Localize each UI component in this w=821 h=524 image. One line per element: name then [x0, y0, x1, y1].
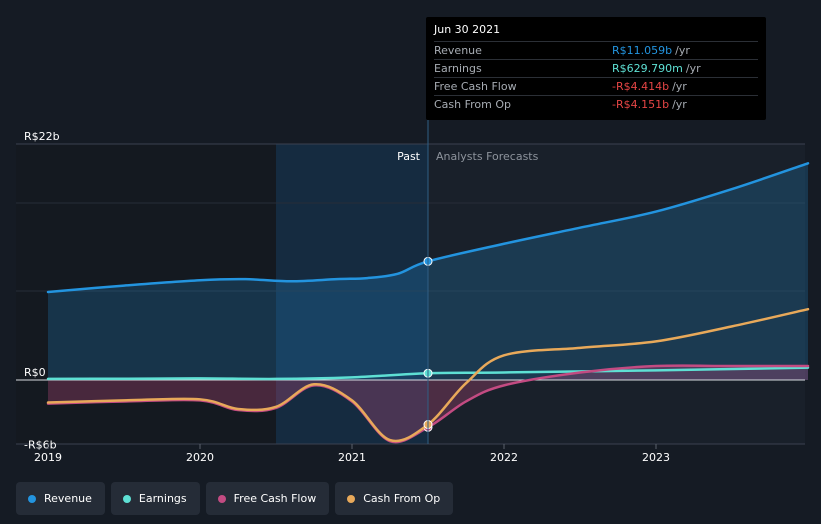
tooltip-value: -R$4.414b — [612, 80, 670, 93]
series-line-earnings — [46, 366, 810, 381]
legend: Revenue Earnings Free Cash Flow Cash Fro… — [16, 482, 454, 515]
tooltip-label: Earnings — [434, 62, 482, 75]
legend-item-earnings[interactable]: Earnings — [110, 482, 200, 515]
past-region — [16, 144, 276, 444]
tooltip: Jun 30 2021 Revenue R$11.059b /yr Earnin… — [426, 17, 766, 120]
legend-dot-icon — [217, 494, 226, 503]
tooltip-label: Revenue — [434, 44, 482, 57]
tooltip-value: R$629.790m — [612, 62, 683, 75]
y-tick-label: -R$6b — [24, 438, 57, 451]
legend-label: Cash From Op — [363, 492, 441, 505]
tooltip-unit: /yr — [685, 62, 701, 75]
x-tick-label: 2019 — [34, 451, 62, 464]
legend-label: Earnings — [138, 492, 187, 505]
tooltip-date: Jun 30 2021 — [434, 23, 501, 36]
tooltip-row-cash-from-op: Cash From Op -R$4.151b /yr — [434, 95, 758, 113]
x-tick-label: 2023 — [642, 451, 670, 464]
tooltip-unit: /yr — [672, 80, 687, 93]
tooltip-label: Cash From Op — [434, 98, 512, 111]
past-highlight-band — [276, 144, 428, 444]
tooltip-value: -R$4.151b — [612, 98, 670, 111]
x-tick-label: 2022 — [490, 451, 518, 464]
legend-label: Free Cash Flow — [233, 492, 317, 505]
tooltip-row-revenue: Revenue R$11.059b /yr — [434, 41, 758, 59]
x-tick-label: 2021 — [338, 451, 366, 464]
series-line-cash-from-op — [46, 307, 810, 443]
tooltip-unit: /yr — [675, 44, 690, 57]
legend-label: Revenue — [44, 492, 92, 505]
tooltip-value: R$11.059b — [612, 44, 673, 57]
legend-item-cash-from-op[interactable]: Cash From Op — [335, 482, 454, 515]
y-tick-label: R$22b — [24, 130, 60, 143]
legend-item-free-cash-flow[interactable]: Free Cash Flow — [205, 482, 330, 515]
legend-dot-icon — [122, 494, 131, 503]
legend-dot-icon — [28, 494, 36, 503]
tooltip-row-free-cash-flow: Free Cash Flow -R$4.414b /yr — [434, 77, 758, 95]
forecast-region — [428, 144, 805, 444]
legend-dot-icon — [347, 494, 356, 503]
tooltip-label: Free Cash Flow — [434, 80, 517, 93]
tooltip-row-earnings: Earnings R$629.790m /yr — [434, 59, 758, 77]
series-line-revenue — [46, 162, 810, 294]
past-label: Past — [397, 150, 421, 163]
x-tick-label: 2020 — [186, 451, 214, 464]
y-tick-label: R$0 — [24, 366, 46, 379]
tooltip-unit: /yr — [672, 98, 687, 111]
legend-item-revenue[interactable]: Revenue — [16, 482, 105, 515]
forecast-label: Analysts Forecasts — [436, 150, 539, 163]
